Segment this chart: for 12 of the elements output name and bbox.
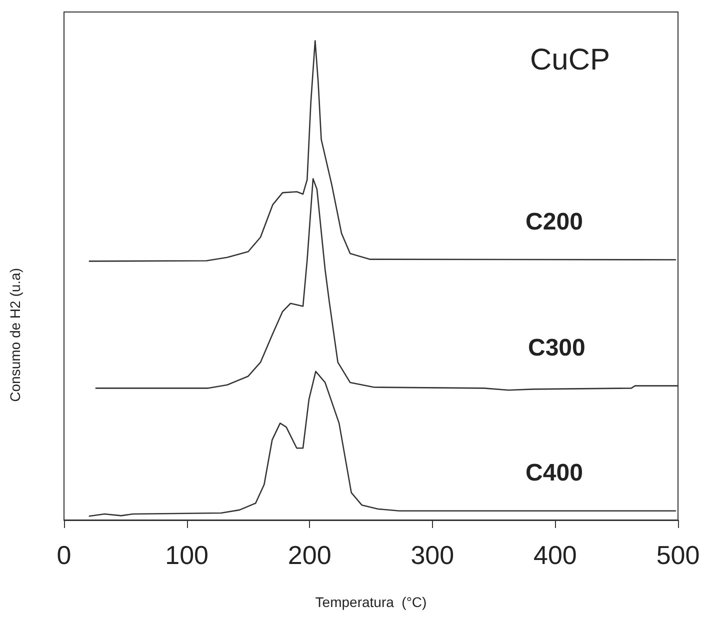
series-label: C400 (526, 459, 583, 486)
x-tick-label: 300 (410, 540, 454, 570)
x-tick-label: 400 (534, 540, 577, 570)
y-axis-title: Consumo de H2 (u.a) (7, 268, 23, 402)
x-axis-title: Temperatura (°C) (315, 594, 427, 610)
x-tick-label: 500 (656, 540, 700, 570)
x-tick-label: 100 (165, 540, 208, 570)
chart-title: CuCP (530, 44, 610, 76)
x-tick-label: 0 (56, 540, 72, 570)
x-tick-label: 200 (288, 540, 332, 570)
series-label: C200 (526, 208, 583, 236)
series-label: C300 (528, 334, 586, 362)
